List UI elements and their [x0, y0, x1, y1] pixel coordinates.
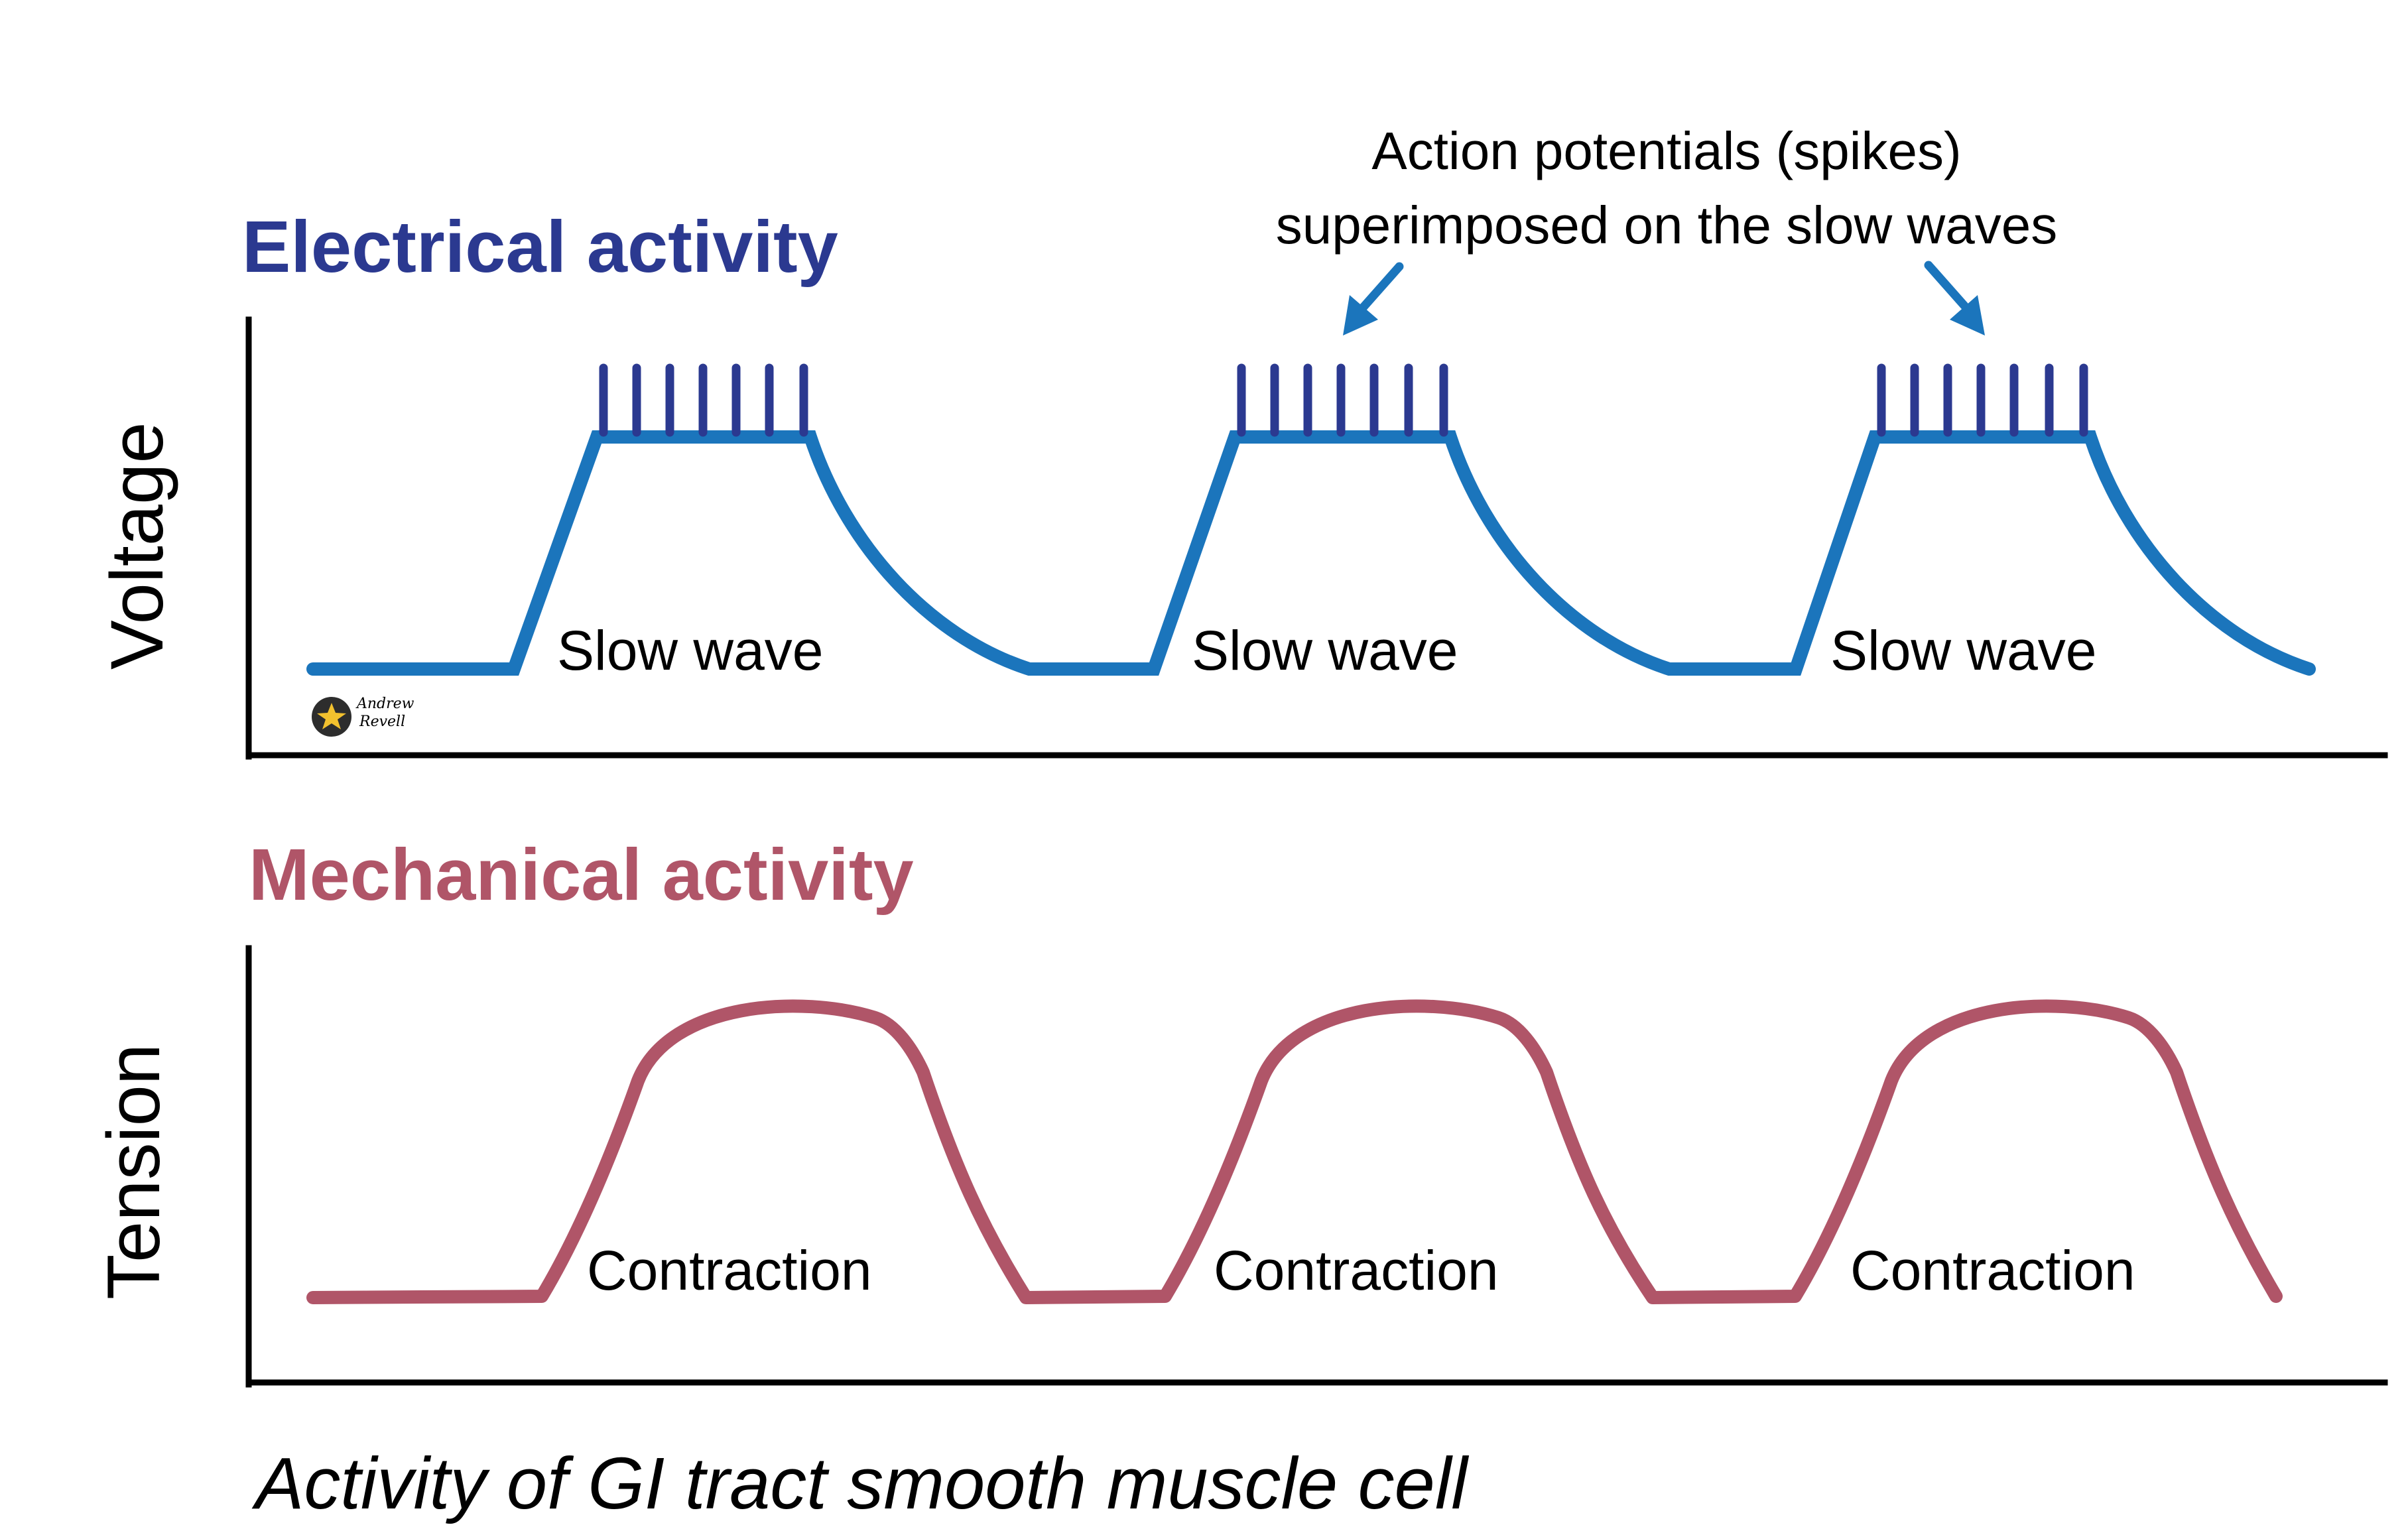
contraction-label-3: Contraction	[1850, 1239, 2135, 1302]
figure-caption: Activity of GI tract smooth muscle cell	[251, 1443, 1469, 1524]
mechanical-activity-title: Mechanical activity	[249, 834, 914, 916]
signature-line-2: Revell	[359, 713, 405, 730]
annotation-line-2: superimposed on the slow waves	[1276, 196, 2057, 255]
annotation-line-1: Action potentials (spikes)	[1371, 121, 1961, 180]
annotation-arrow-left	[1343, 262, 1404, 336]
signature-line-1: Andrew	[355, 696, 414, 712]
electrical-activity-title: Electrical activity	[242, 206, 838, 288]
slow-wave-label-3: Slow wave	[1830, 619, 2097, 682]
spike-burst-2	[1237, 363, 1448, 437]
tension-axis-label: Tension	[92, 1044, 175, 1300]
voltage-axis-label: Voltage	[95, 422, 178, 670]
contraction-label-1: Contraction	[587, 1239, 872, 1302]
annotation-arrow-right	[1924, 261, 1985, 336]
slow-wave-label-2: Slow wave	[1192, 619, 1458, 682]
spike-burst-3	[1877, 363, 2088, 437]
slow-wave-trace	[306, 430, 2316, 676]
tension-trace	[306, 999, 2283, 1304]
slow-wave-label-1: Slow wave	[557, 619, 824, 682]
author-signature-logo: Andrew Revell	[312, 696, 414, 737]
action-potential-spikes	[599, 363, 2088, 437]
spike-burst-1	[599, 363, 808, 437]
contraction-label-2: Contraction	[1214, 1239, 1499, 1302]
